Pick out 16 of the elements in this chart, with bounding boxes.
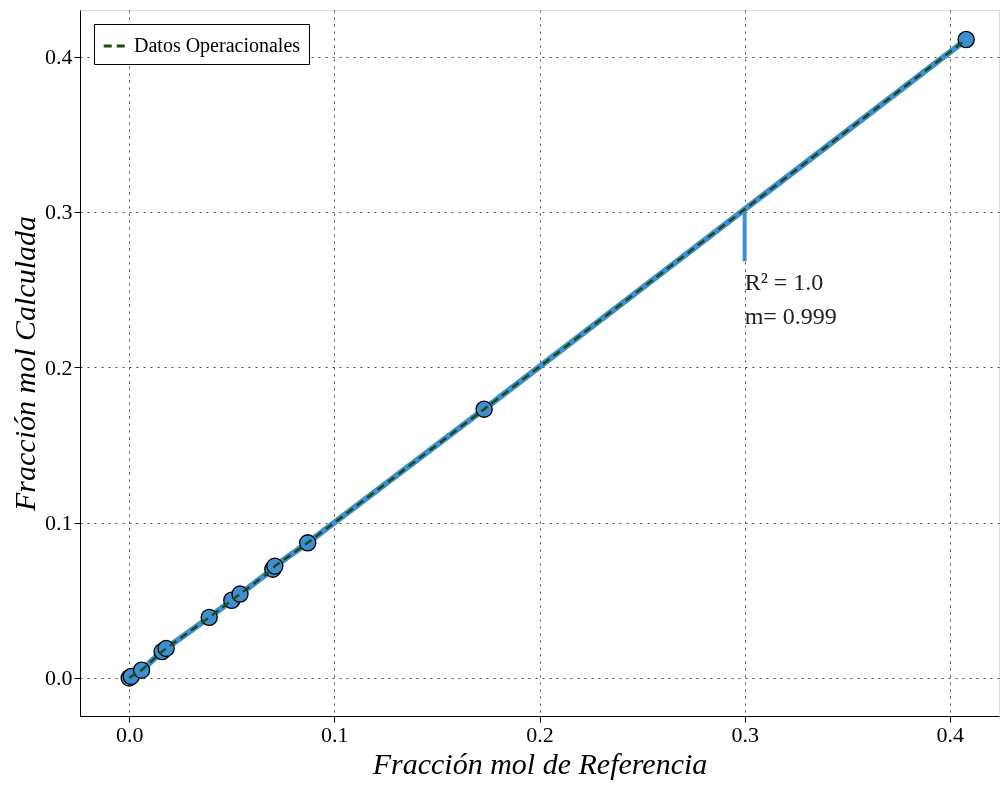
annotation: R² = 1.0 m= 0.999 — [744, 269, 837, 330]
x-tick-label: 0.2 — [526, 721, 554, 747]
y-tick-label: 0.1 — [45, 510, 73, 536]
y-tick-label: 0.2 — [45, 354, 73, 380]
x-tick-label: 0.1 — [321, 721, 349, 747]
y-tick-label: 0.0 — [45, 665, 73, 691]
x-tick-label: 0.3 — [731, 721, 759, 747]
point — [298, 534, 317, 552]
x-axis-title: Fracción mol de Referencia — [371, 746, 708, 780]
y-tick-label: 0.4 — [45, 44, 73, 70]
y-axis-title: Fracción mol Calculada — [8, 216, 41, 512]
x-tick-label: 0.0 — [115, 721, 144, 747]
point — [957, 30, 975, 49]
x-tick-label: 0.4 — [936, 721, 965, 747]
y-tick-label: 0.3 — [45, 199, 73, 225]
legend-label: Datos Operacionales — [134, 34, 301, 57]
